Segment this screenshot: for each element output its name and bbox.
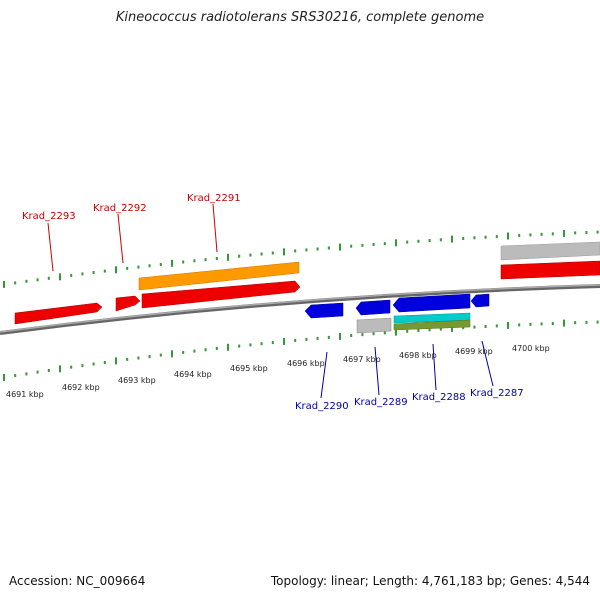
callout-line-krad-2291 (212, 203, 218, 253)
axis-tick-labels: 4691 kbp 4692 kbp 4693 kbp 4694 kbp 4695… (6, 344, 550, 399)
cds-bar-orange[interactable] (138, 261, 300, 291)
reverse-strand-features (304, 293, 490, 334)
callout-line-krad-2289 (374, 346, 380, 396)
genome-summary-text: Topology: linear; Length: 4,761,183 bp; … (270, 574, 590, 588)
backbone (0, 284, 600, 335)
axis-tick-label: 4699 kbp (455, 347, 493, 356)
forward-strand-features (14, 241, 600, 325)
cds-bar-grey-lower[interactable] (356, 317, 392, 334)
axis-tick-label: 4695 kbp (230, 364, 268, 373)
axis-tick-label: 4697 kbp (343, 355, 381, 364)
gene-arrow-krad-2289[interactable] (355, 299, 391, 316)
lower-tick-track (3, 319, 599, 381)
upper-tick-track (3, 229, 599, 288)
axis-tick-label: 4700 kbp (512, 344, 550, 353)
gene-arrow-krad-2293[interactable] (14, 302, 103, 325)
axis-tick-label: 4696 kbp (287, 359, 325, 368)
axis-tick-label: 4691 kbp (6, 390, 44, 399)
axis-tick-label: 4694 kbp (174, 370, 212, 379)
cds-bar-olive[interactable] (393, 319, 471, 331)
gene-label-krad-2291[interactable]: Krad_2291 (187, 193, 241, 204)
gene-bar-red-right[interactable] (500, 260, 600, 280)
gene-label-krad-2289[interactable]: Krad_2289 (354, 397, 408, 408)
gene-arrow-krad-2287[interactable] (470, 293, 490, 308)
axis-tick-label: 4692 kbp (62, 383, 100, 392)
callout-line-krad-2290 (320, 351, 328, 399)
page-title: Kineococcus radiotolerans SRS30216, comp… (115, 10, 485, 25)
gene-arrow-krad-2288[interactable] (392, 293, 471, 313)
callout-line-krad-2292 (117, 213, 124, 264)
gene-label-krad-2292[interactable]: Krad_2292 (93, 203, 147, 214)
gene-arrow-krad-2290[interactable] (304, 302, 344, 319)
reverse-gene-labels: Krad_2290 Krad_2289 Krad_2288 Krad_2287 (295, 388, 524, 412)
callout-line-krad-2288 (432, 343, 437, 391)
cds-bar-grey-right[interactable] (500, 241, 600, 261)
accession-text: Accession: NC_009664 (9, 574, 146, 588)
callout-line-krad-2287 (481, 340, 494, 387)
gene-arrow-krad-2291[interactable] (141, 280, 301, 309)
gene-label-krad-2293[interactable]: Krad_2293 (22, 211, 76, 222)
axis-tick-label: 4698 kbp (399, 351, 437, 360)
axis-tick-label: 4693 kbp (118, 376, 156, 385)
callout-lines (47, 203, 494, 399)
callout-line-krad-2293 (47, 222, 54, 272)
gene-label-krad-2287[interactable]: Krad_2287 (470, 388, 524, 399)
gene-label-krad-2288[interactable]: Krad_2288 (412, 392, 466, 403)
gene-label-krad-2290[interactable]: Krad_2290 (295, 401, 349, 412)
gene-arrow-krad-2292[interactable] (115, 295, 141, 312)
forward-gene-labels: Krad_2293 Krad_2292 Krad_2291 (22, 193, 241, 222)
